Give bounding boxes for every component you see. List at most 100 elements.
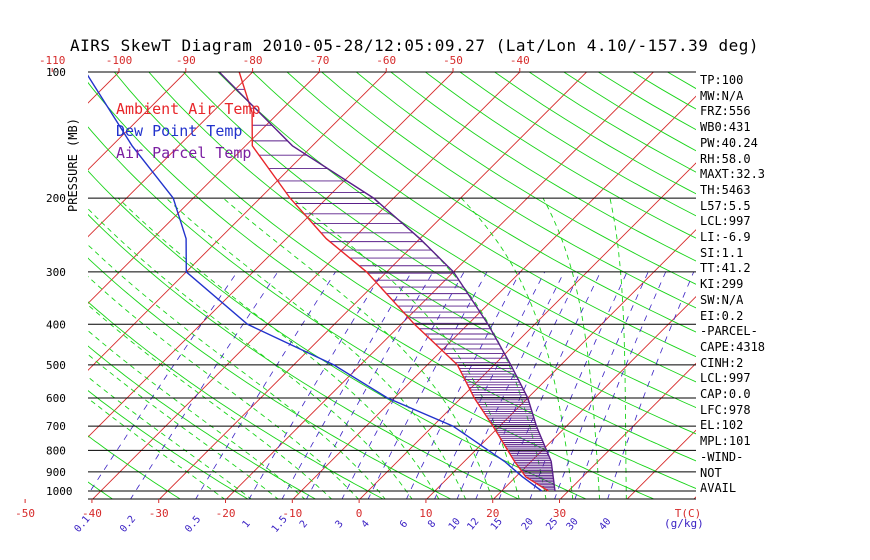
isotherm-line — [359, 162, 696, 499]
bottom-temp-label: 10 — [419, 507, 432, 520]
dry-adiabat-line — [88, 301, 385, 499]
mixing-ratio-line — [554, 271, 649, 499]
isotherm-line — [158, 72, 587, 499]
pressure-tick-label: 800 — [46, 444, 66, 457]
isotherm-line — [88, 72, 120, 104]
stability-index: RH:58.0 — [700, 151, 751, 166]
dry-adiabat-line — [88, 126, 655, 499]
stability-index: TT:41.2 — [700, 261, 751, 276]
dry-adiabat-line — [459, 72, 696, 217]
stability-index: -PARCEL- — [700, 324, 758, 339]
pressure-tick-label: 300 — [46, 266, 66, 279]
mixing-ratio-label: 6 — [398, 519, 410, 531]
dry-adiabat-line — [148, 72, 696, 435]
mixing-ratio-label: 12 — [465, 516, 481, 532]
moist-adiabat-line — [88, 304, 333, 499]
bottom-temp-label: 30 — [553, 507, 566, 520]
mixing-ratio-line — [574, 271, 667, 499]
bottom-temp-label: -50 — [15, 507, 35, 520]
stability-index: CAPE:4318 — [700, 339, 766, 354]
bottom-temp-label: -40 — [82, 507, 102, 520]
stability-index: WB0:431 — [700, 120, 751, 135]
moist-adiabat-line — [88, 353, 279, 499]
dry-adiabat-line — [88, 213, 520, 499]
stability-index: L57:5.5 — [700, 198, 751, 213]
mixing-ratio-line — [88, 271, 238, 496]
mixing-ratio-unit-label: (g/kg) — [664, 517, 704, 530]
moist-adiabat-line — [88, 275, 359, 499]
mixing-ratio-line — [130, 271, 279, 499]
bottom-temp-label: 20 — [486, 507, 499, 520]
stability-index: LI:-6.9 — [700, 230, 751, 244]
mixing-ratio-line — [607, 271, 695, 499]
dry-adiabat-line — [113, 72, 696, 462]
stability-index: NOT — [700, 465, 722, 480]
mixing-ratio-label: 3 — [334, 519, 346, 531]
pressure-tick-label: 100 — [46, 66, 66, 79]
dry-adiabat-line — [252, 72, 696, 358]
moist-adiabat-line — [88, 208, 413, 499]
stability-index: KI:299 — [700, 277, 744, 292]
dry-adiabat-line — [667, 72, 696, 90]
mixing-ratio-label: 2 — [298, 519, 310, 531]
parcel-temp-line — [218, 72, 556, 492]
isotherm-line — [88, 72, 253, 238]
mixing-ratio-label: 0.2 — [118, 514, 138, 535]
dry-adiabat-line — [88, 435, 181, 499]
stability-index: TP:100 — [700, 73, 744, 87]
pressure-tick-label: 200 — [46, 192, 66, 205]
dry-adiabat-line — [88, 170, 588, 499]
profile-series — [88, 72, 556, 492]
mixing-ratio-line — [248, 271, 383, 499]
isotherm-line — [225, 72, 654, 499]
mixing-ratio-line — [456, 271, 565, 499]
y-axis-label: PRESSURE (MB) — [66, 118, 80, 212]
mixing-ratio-line — [281, 271, 412, 499]
mixing-ratio-label: 4 — [360, 519, 372, 531]
dewpoint-line — [88, 74, 543, 492]
chart-title: AIRS SkewT Diagram 2010-05-28/12:05:09.2… — [70, 36, 760, 55]
stability-index: EI:0.2 — [700, 308, 744, 323]
isotherm-line — [0, 72, 52, 500]
stability-index: FRZ:556 — [700, 104, 751, 119]
stability-index: MW:N/A — [700, 88, 744, 103]
isotherm-line — [92, 72, 521, 499]
isotherm-line — [88, 72, 320, 305]
bottom-temp-label: -10 — [282, 507, 302, 520]
isotherms — [0, 72, 696, 500]
dry-adiabat-line — [356, 72, 696, 285]
mixing-ratio-label: 1 — [241, 519, 253, 531]
bottom-temp-label: -20 — [216, 507, 236, 520]
stability-index: MPL:101 — [700, 434, 751, 449]
bottom-temp-label: 0 — [356, 507, 363, 520]
pressure-tick-label: 400 — [46, 318, 66, 331]
dry-adiabat-line — [88, 345, 317, 499]
moist-adiabat-line — [372, 197, 547, 499]
dry-adiabat-line — [88, 257, 452, 499]
isotherm-line — [492, 295, 696, 499]
stability-index: TH:5463 — [700, 182, 751, 197]
mixing-ratio-label: 40 — [597, 516, 613, 532]
dry-adiabat-line — [286, 72, 696, 333]
top-temp-label: -80 — [243, 54, 263, 67]
moist-adiabats — [88, 197, 627, 499]
mixing-ratio-line — [498, 271, 601, 499]
pressure-tick-label: 1000 — [46, 485, 73, 498]
dry-adiabat-line — [390, 72, 696, 262]
isotherm-line — [88, 72, 387, 371]
legend-parcel: Air Parcel Temp — [116, 144, 252, 162]
top-temp-label: -110 — [39, 54, 66, 67]
top-temp-label: -100 — [106, 54, 133, 67]
top-temp-label: -50 — [443, 54, 463, 67]
legend-ambient: Ambient Air Temp — [116, 100, 261, 118]
moist-adiabat-line — [88, 330, 306, 499]
temp-unit-label: T(C) — [675, 507, 702, 520]
mixing-ratio-line — [406, 271, 521, 499]
stability-index: AVAIL — [700, 481, 737, 496]
stability-index: CINH:2 — [700, 355, 744, 370]
moist-adiabat-line — [88, 244, 386, 499]
pressure-tick-label: 600 — [46, 392, 66, 405]
dry-adiabat-line — [183, 72, 696, 409]
bottom-temp-label: -30 — [149, 507, 169, 520]
